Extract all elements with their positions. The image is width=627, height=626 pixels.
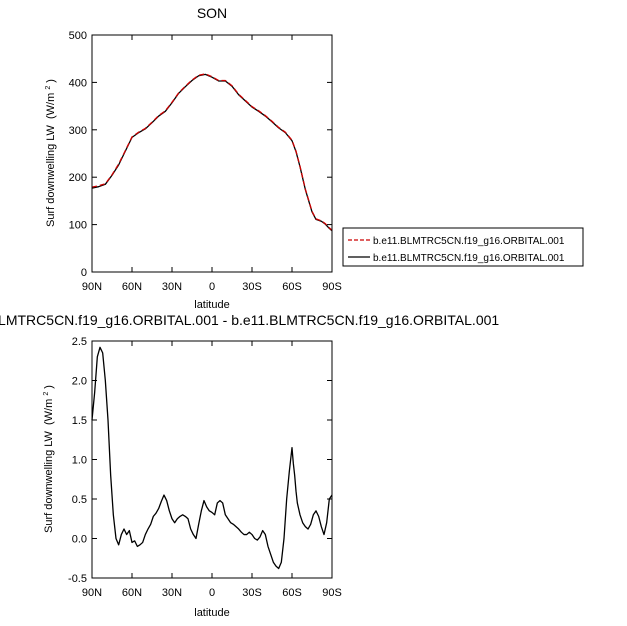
- top-y-axis-unit-sup: 2: [45, 86, 52, 90]
- top-y-axis-label: Surf downwelling LW (W/m 2 ): [41, 79, 57, 227]
- top-x-tick-label: 30S: [242, 281, 262, 293]
- top-y-tick-label: 400: [69, 77, 87, 89]
- top-y-tick-label: 500: [69, 30, 87, 42]
- legend: b.e11.BLMTRC5CN.f19_g16.ORBITAL.001 b.e1…: [342, 227, 584, 267]
- bottom-x-tick-label: 60N: [122, 587, 142, 599]
- top-x-tick-label: 30N: [162, 281, 182, 293]
- bottom-chart: .BLMTRC5CN.f19_g16.ORBITAL.001 - b.e11.B…: [0, 312, 499, 619]
- top-x-tick-label: 60N: [122, 281, 142, 293]
- legend-box: [342, 227, 584, 267]
- top-x-tick-label: 60S: [282, 281, 302, 293]
- bottom-x-tick-label: 30S: [242, 587, 262, 599]
- bottom-y-tick-label: 1.5: [72, 415, 87, 427]
- top-series-line-1: [91, 73, 333, 231]
- bottom-x-tick-label: 60S: [282, 587, 302, 599]
- top-y-tick-label: 100: [69, 220, 87, 232]
- legend-entry-1: b.e11.BLMTRC5CN.f19_g16.ORBITAL.001: [373, 236, 565, 247]
- top-y-tick-label: 0: [81, 267, 87, 279]
- top-plot-frame: [91, 34, 333, 273]
- bottom-y-axis-unit: (W/m: [43, 399, 55, 425]
- bottom-y-axis-label-text: Surf downwelling LW: [43, 430, 55, 533]
- legend-entry-2: b.e11.BLMTRC5CN.f19_g16.ORBITAL.001: [373, 253, 565, 264]
- bottom-y-tick-label: 1.0: [72, 455, 87, 467]
- bottom-y-tick-label: 2.0: [72, 376, 87, 388]
- bottom-y-tick-label: 0.5: [72, 494, 87, 506]
- top-x-tick-label: 90N: [82, 281, 102, 293]
- bottom-y-tick-label: 2.5: [72, 336, 87, 348]
- bottom-y-tick-label: -0.5: [68, 573, 87, 585]
- top-chart: SON 90N 60N 30N 0 30S 60S 90S0100200300400500 …: [41, 5, 342, 311]
- bottom-x-axis-label: latitude: [194, 607, 229, 619]
- bottom-y-tick-label: 0.0: [72, 534, 87, 546]
- bottom-y-axis-unit-sup: 2: [43, 392, 50, 396]
- top-y-axis-label-text: Surf downwelling LW: [45, 124, 57, 227]
- bottom-series-line-1: [91, 346, 333, 570]
- bottom-plot-frame: [91, 340, 333, 579]
- top-x-axis-label: latitude: [194, 299, 229, 311]
- bottom-y-axis-label: Surf downwelling LW (W/m 2 ): [39, 385, 55, 533]
- top-chart-title: SON: [197, 5, 227, 21]
- bottom-chart-title: .BLMTRC5CN.f19_g16.ORBITAL.001 - b.e11.B…: [0, 312, 499, 328]
- top-y-axis-unit-close: ): [45, 79, 57, 83]
- bottom-x-tick-label: 90N: [82, 587, 102, 599]
- top-y-tick-label: 200: [69, 172, 87, 184]
- top-y-axis-unit: (W/m: [45, 93, 57, 119]
- top-x-tick-label: 0: [209, 281, 215, 293]
- bottom-x-tick-label: 90S: [322, 587, 342, 599]
- bottom-x-tick-label: 0: [209, 587, 215, 599]
- top-x-tick-label: 90S: [322, 281, 342, 293]
- top-y-tick-label: 300: [69, 125, 87, 137]
- bottom-y-axis-unit-close: ): [43, 385, 55, 389]
- bottom-x-tick-label: 30N: [162, 587, 182, 599]
